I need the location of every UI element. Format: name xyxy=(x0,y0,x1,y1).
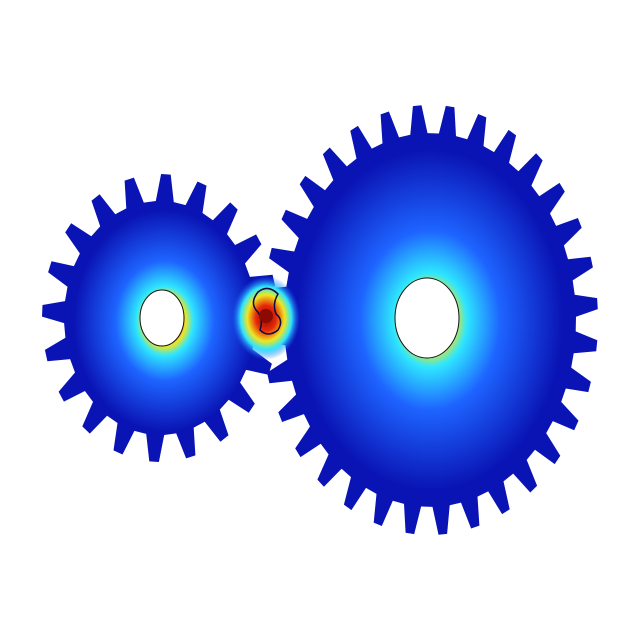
contact-hotspot xyxy=(259,309,273,323)
contact-tooth-outline xyxy=(252,287,282,335)
large-gear-hole xyxy=(394,277,460,359)
small-gear-hole xyxy=(139,289,185,347)
